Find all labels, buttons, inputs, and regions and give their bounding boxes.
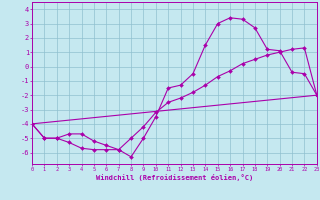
X-axis label: Windchill (Refroidissement éolien,°C): Windchill (Refroidissement éolien,°C) [96,174,253,181]
